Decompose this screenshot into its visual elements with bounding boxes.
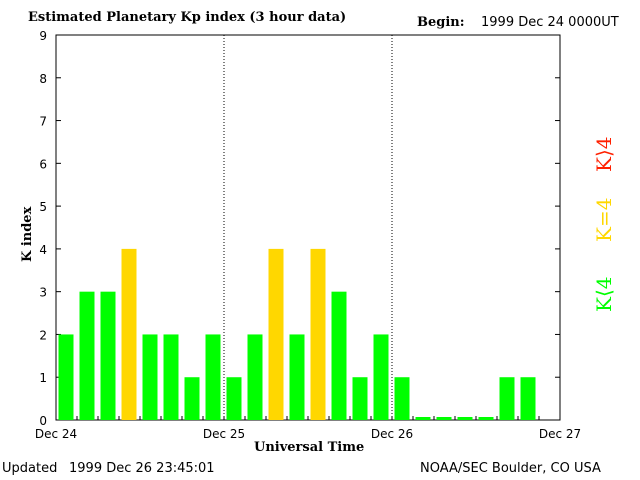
kp-bar — [499, 377, 515, 420]
y-tick-label: 7 — [39, 115, 47, 129]
kp-bar — [79, 291, 95, 420]
updated-label: Updated — [2, 461, 58, 476]
kp-bar — [520, 377, 536, 420]
x-tick-label: Dec 27 — [539, 427, 581, 441]
organization-label: NOAA/SEC Boulder, CO USA — [420, 461, 601, 476]
y-tick-label: 3 — [39, 286, 47, 300]
kp-bar — [436, 417, 452, 420]
kp-bar — [100, 291, 116, 420]
y-tick-label: 2 — [39, 328, 47, 342]
begin-label: Begin: — [417, 15, 465, 30]
kp-bar — [184, 377, 200, 420]
chart-title: Estimated Planetary Kp index (3 hour dat… — [28, 10, 347, 25]
legend-above-4: K⟩4 — [592, 136, 616, 172]
y-tick-label: 8 — [39, 72, 47, 86]
kp-bar — [226, 377, 242, 420]
y-axis-label: K index — [20, 206, 35, 262]
kp-bar — [478, 417, 494, 420]
kp-bar — [289, 334, 305, 420]
y-tick-label: 6 — [39, 157, 47, 171]
kp-bar — [457, 417, 473, 420]
legend-equal-4: K=4 — [592, 197, 616, 242]
y-tick-label: 4 — [39, 243, 47, 257]
x-tick-label: Dec 24 — [35, 427, 77, 441]
kp-bar — [58, 334, 74, 420]
y-tick-label: 0 — [39, 414, 47, 428]
kp-bar — [163, 334, 179, 420]
kp-bar — [310, 248, 326, 420]
kp-bar — [352, 377, 368, 420]
kp-bar — [394, 377, 410, 420]
kp-bar — [268, 248, 284, 420]
kp-bar — [331, 291, 347, 420]
begin-value: 1999 Dec 24 0000UT — [481, 15, 619, 30]
kp-bar — [415, 417, 431, 420]
x-tick-label: Dec 26 — [371, 427, 413, 441]
x-tick-label: Dec 25 — [203, 427, 245, 441]
updated-timestamp: 1999 Dec 26 23:45:01 — [69, 461, 215, 476]
y-tick-label: 1 — [39, 371, 47, 385]
legend-below-4: K⟨4 — [592, 276, 616, 312]
kp-bar — [121, 248, 137, 420]
kp-bar — [205, 334, 221, 420]
y-tick-label: 5 — [39, 200, 47, 214]
kp-bar — [142, 334, 158, 420]
y-tick-label: 9 — [39, 29, 47, 43]
kp-bar — [247, 334, 263, 420]
x-axis-label: Universal Time — [254, 440, 365, 455]
kp-bar — [373, 334, 389, 420]
